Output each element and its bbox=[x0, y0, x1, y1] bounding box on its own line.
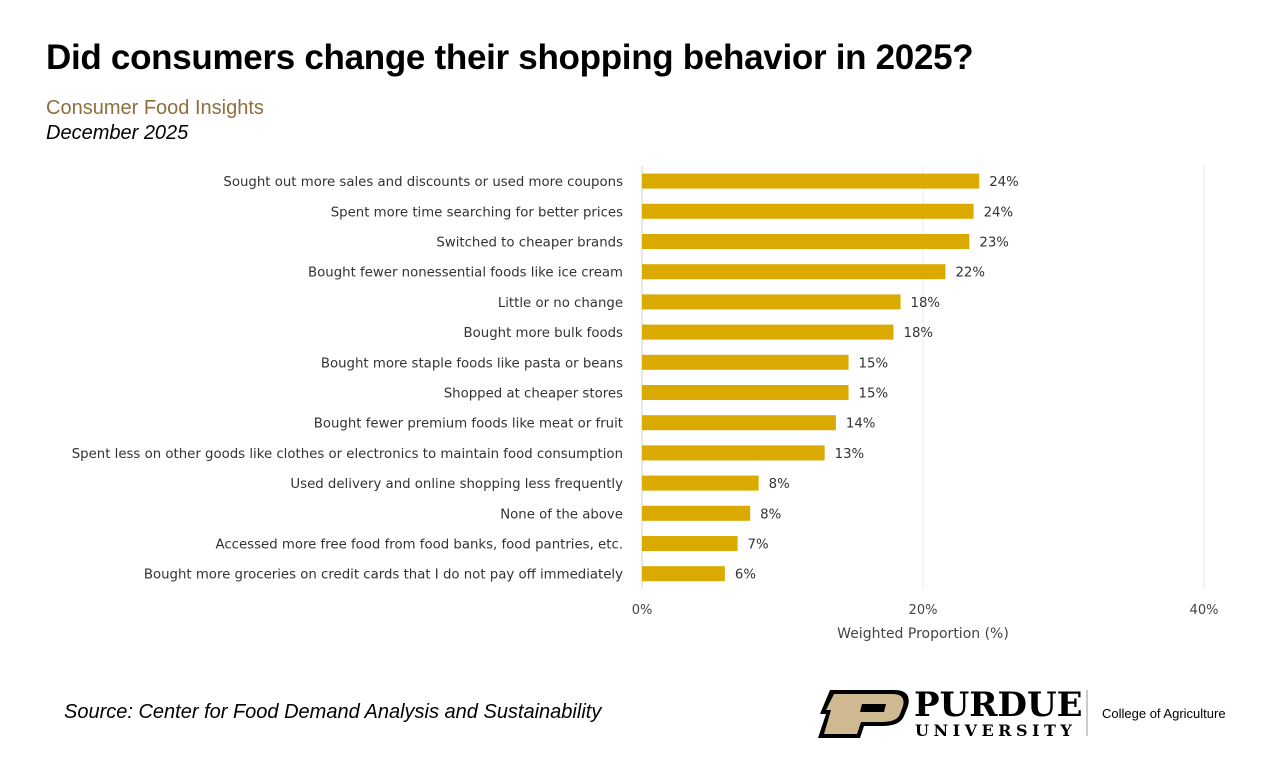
bar bbox=[642, 203, 974, 219]
data-label: 18% bbox=[911, 296, 941, 311]
purdue-logo: PURDUE UNIVERSITY College of Agriculture bbox=[818, 686, 1226, 740]
logo-college-text: College of Agriculture bbox=[1102, 706, 1226, 721]
category-label: Sought out more sales and discounts or u… bbox=[223, 175, 623, 190]
x-tick-label: 0% bbox=[632, 603, 653, 618]
bar bbox=[642, 324, 894, 340]
data-label: 23% bbox=[979, 236, 1009, 251]
logo-purdue-text: PURDUE bbox=[914, 686, 1083, 725]
data-label: 15% bbox=[859, 387, 889, 402]
data-label: 8% bbox=[769, 477, 790, 492]
subtitle: Consumer Food Insights bbox=[46, 97, 264, 119]
bar bbox=[642, 445, 825, 461]
category-label: Bought more bulk foods bbox=[464, 326, 624, 341]
category-label: Bought more staple foods like pasta or b… bbox=[321, 356, 623, 371]
bar bbox=[642, 294, 901, 310]
data-label: 7% bbox=[748, 538, 769, 553]
category-label: Shopped at cheaper stores bbox=[444, 387, 623, 402]
bar bbox=[642, 264, 946, 280]
data-label: 22% bbox=[955, 266, 985, 281]
category-label: Spent less on other goods like clothes o… bbox=[72, 447, 623, 462]
date-label: December 2025 bbox=[46, 122, 189, 144]
bar bbox=[642, 173, 980, 189]
category-label: Accessed more free food from food banks,… bbox=[216, 538, 624, 553]
data-label: 24% bbox=[984, 205, 1014, 220]
bar bbox=[642, 566, 725, 582]
data-label: 24% bbox=[989, 175, 1019, 190]
bar bbox=[642, 354, 849, 370]
x-tick-label: 20% bbox=[909, 603, 938, 618]
bar bbox=[642, 475, 759, 491]
x-tick-label: 40% bbox=[1190, 603, 1219, 618]
category-label: Used delivery and online shopping less f… bbox=[290, 477, 623, 492]
bar bbox=[642, 234, 970, 249]
category-label: Bought more groceries on credit cards th… bbox=[144, 568, 623, 583]
data-label: 8% bbox=[760, 507, 781, 522]
logo-university-text: UNIVERSITY bbox=[915, 721, 1076, 740]
data-label: 14% bbox=[846, 417, 876, 432]
data-label: 6% bbox=[735, 568, 756, 583]
page-title: Did consumers change their shopping beha… bbox=[46, 38, 974, 77]
category-label: None of the above bbox=[500, 507, 623, 522]
category-label: Spent more time searching for better pri… bbox=[331, 205, 623, 220]
x-axis-title: Weighted Proportion (%) bbox=[837, 626, 1009, 642]
category-label: Little or no change bbox=[498, 296, 623, 311]
data-label: 18% bbox=[903, 326, 933, 341]
bar bbox=[642, 385, 849, 400]
bar bbox=[642, 536, 738, 551]
data-label: 15% bbox=[859, 356, 889, 371]
bar bbox=[642, 505, 751, 521]
data-label: 13% bbox=[835, 447, 865, 462]
source-note: Source: Center for Food Demand Analysis … bbox=[64, 701, 602, 723]
category-label: Bought fewer premium foods like meat or … bbox=[314, 417, 623, 432]
bar bbox=[642, 415, 836, 431]
category-label: Switched to cheaper brands bbox=[436, 236, 623, 251]
category-label: Bought fewer nonessential foods like ice… bbox=[308, 266, 623, 281]
